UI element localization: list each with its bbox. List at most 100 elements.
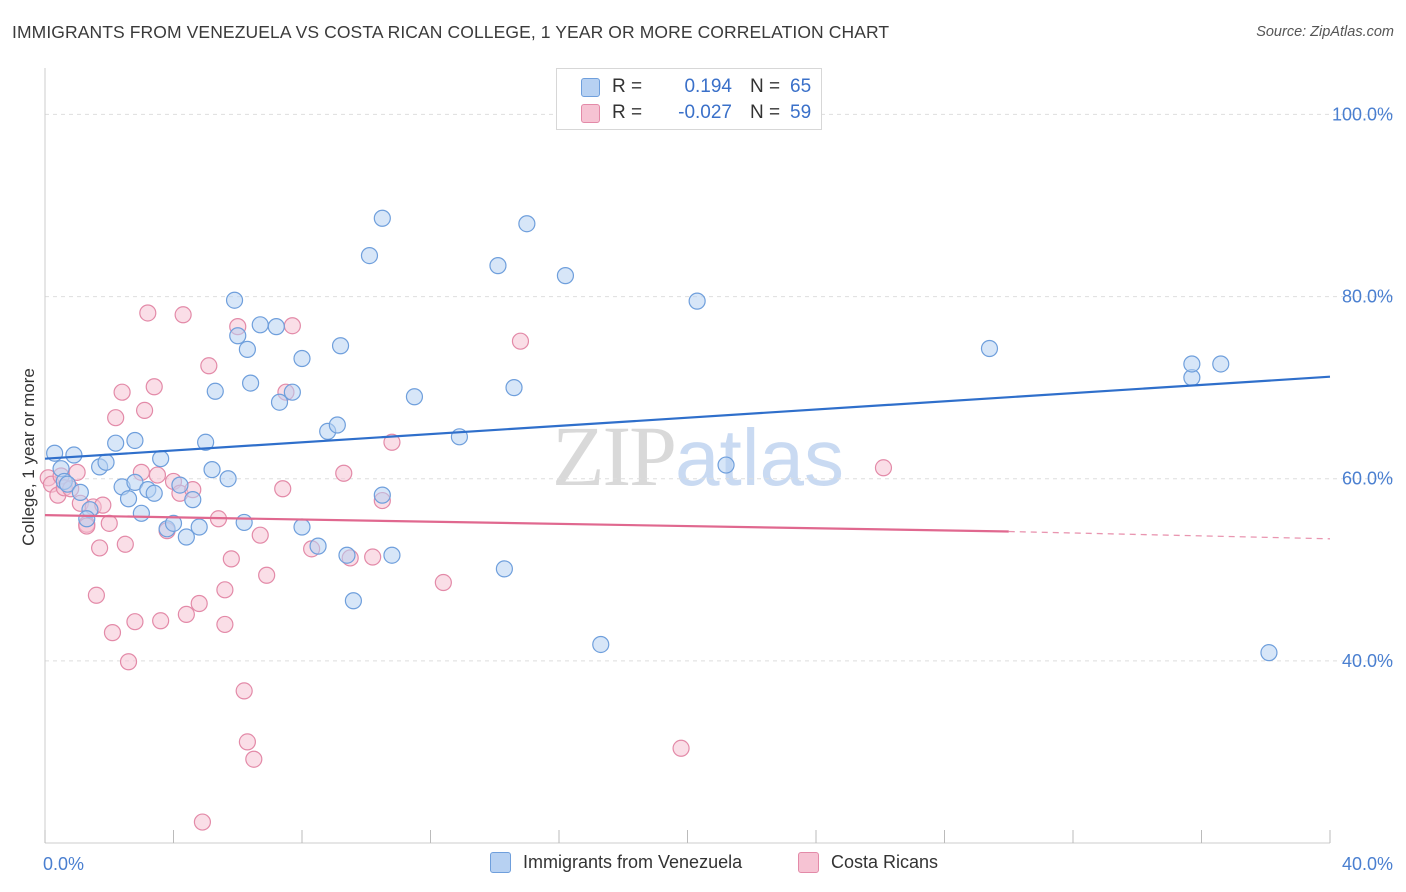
series-legend: Immigrants from Venezuela Costa Ricans [0,852,1406,878]
venezuela-point [65,446,83,464]
costa-ricans-points [39,304,893,831]
venezuela-point [495,560,513,578]
venezuela-point [283,383,301,401]
venezuela-point [293,518,311,536]
venezuela-point [267,318,285,336]
costa-ricans-point [258,566,276,584]
costa-ricans-point [87,586,106,604]
costa-ricans-trend-extension [1008,530,1331,540]
costa-ricans-point [216,581,234,599]
y-axis-title: College, 1 year or more [19,368,38,546]
venezuela-point [309,537,327,555]
venezuela-point [344,592,362,610]
costa-ricans-point [511,332,530,350]
costa-ricans-point [874,459,893,477]
n-value: 59 [790,102,812,123]
venezuela-point [184,491,202,509]
venezuela-point [132,504,150,522]
costa-ricans-point [283,317,301,335]
venezuela-point [518,215,536,233]
venezuela-point [1212,355,1230,373]
venezuela-point [229,327,247,345]
r-label: R = [612,76,643,97]
venezuela-point [97,453,115,471]
costa-ricans-point [145,378,163,396]
costa-ricans-point [126,613,144,631]
venezuela-point [505,379,523,397]
venezuela-point [197,433,215,451]
venezuela-point [107,434,125,452]
costa-ricans-point [335,464,353,482]
venezuela-point [373,486,391,504]
venezuela-point [164,514,183,532]
venezuela-point [225,291,244,309]
costa-ricans-legend-swatch [798,852,819,873]
costa-ricans-point [113,383,131,401]
venezuela-point [338,546,356,564]
costa-ricans-point [251,526,269,544]
venezuela-point [270,393,289,411]
venezuela-point [383,546,401,564]
r-value: 0.194 [684,76,732,97]
venezuela-point [219,470,237,488]
source-note: Source: ZipAtlas.com [1256,24,1394,40]
costa-ricans-point [235,682,253,700]
venezuela-point [242,374,260,392]
venezuela-point [293,349,311,368]
venezuela-point [331,337,350,355]
costa-ricans-point [383,433,401,451]
costa-ricans-point [103,624,122,642]
y-tick-label: 80.0% [1342,287,1393,307]
costa-ricans-point [238,733,256,751]
venezuela-point [58,475,77,493]
costa-ricans-point [190,594,208,613]
venezuela-point [1260,644,1278,662]
costa-ricans-point [139,304,157,322]
costa-ricans-point [119,653,138,671]
venezuela-point [203,461,221,479]
costa-ricans-point [177,605,195,624]
costa-ricans-point [116,535,134,553]
costa-ricans-point [364,548,382,566]
venezuela-point [126,473,144,491]
costa-ricans-point [672,739,690,757]
costa-ricans-point [148,466,167,484]
venezuela-point [171,476,189,494]
costa-ricans-point [91,539,109,557]
n-label: N = [750,76,781,97]
venezuela-point [206,382,224,400]
y-tick-label: 40.0% [1342,651,1393,671]
r-value: -0.027 [678,102,732,123]
venezuela-point [373,209,391,227]
costa-ricans-swatch [581,103,600,123]
costa-ricans-point [135,401,154,420]
legend-item-costa-ricans: Costa Ricans [798,852,938,873]
venezuela-point [177,528,195,546]
x-tick-label: 0.0% [43,854,84,874]
venezuela-point [688,292,706,310]
venezuela-point [405,388,424,406]
stats-legend: R = 0.194 N = 65 R = -0.027 N = 59 [556,68,822,130]
venezuela-point [190,518,208,536]
venezuela-point [592,635,610,654]
legend-label-venezuela: Immigrants from Venezuela [523,852,743,872]
venezuela-point [145,484,163,502]
venezuela-point [126,431,144,450]
venezuela-point [78,510,96,528]
chart-title: IMMIGRANTS FROM VENEZUELA VS COSTA RICAN… [12,22,890,42]
stats-row-venezuela: R = 0.194 N = 65 [581,76,811,98]
legend-item-venezuela: Immigrants from Venezuela [490,852,742,873]
y-tick-label: 60.0% [1342,469,1393,489]
costa-ricans-point [193,813,212,831]
venezuela-point [717,456,735,474]
venezuela-point [328,416,346,434]
n-value: 65 [790,76,812,97]
x-tick-label: 40.0% [1342,854,1393,874]
venezuela-swatch [581,77,600,97]
venezuela-point [235,513,253,532]
venezuela-point [71,483,89,501]
venezuela-point [556,267,575,285]
r-label: R = [612,102,643,123]
costa-ricans-trend-line [44,514,1009,533]
